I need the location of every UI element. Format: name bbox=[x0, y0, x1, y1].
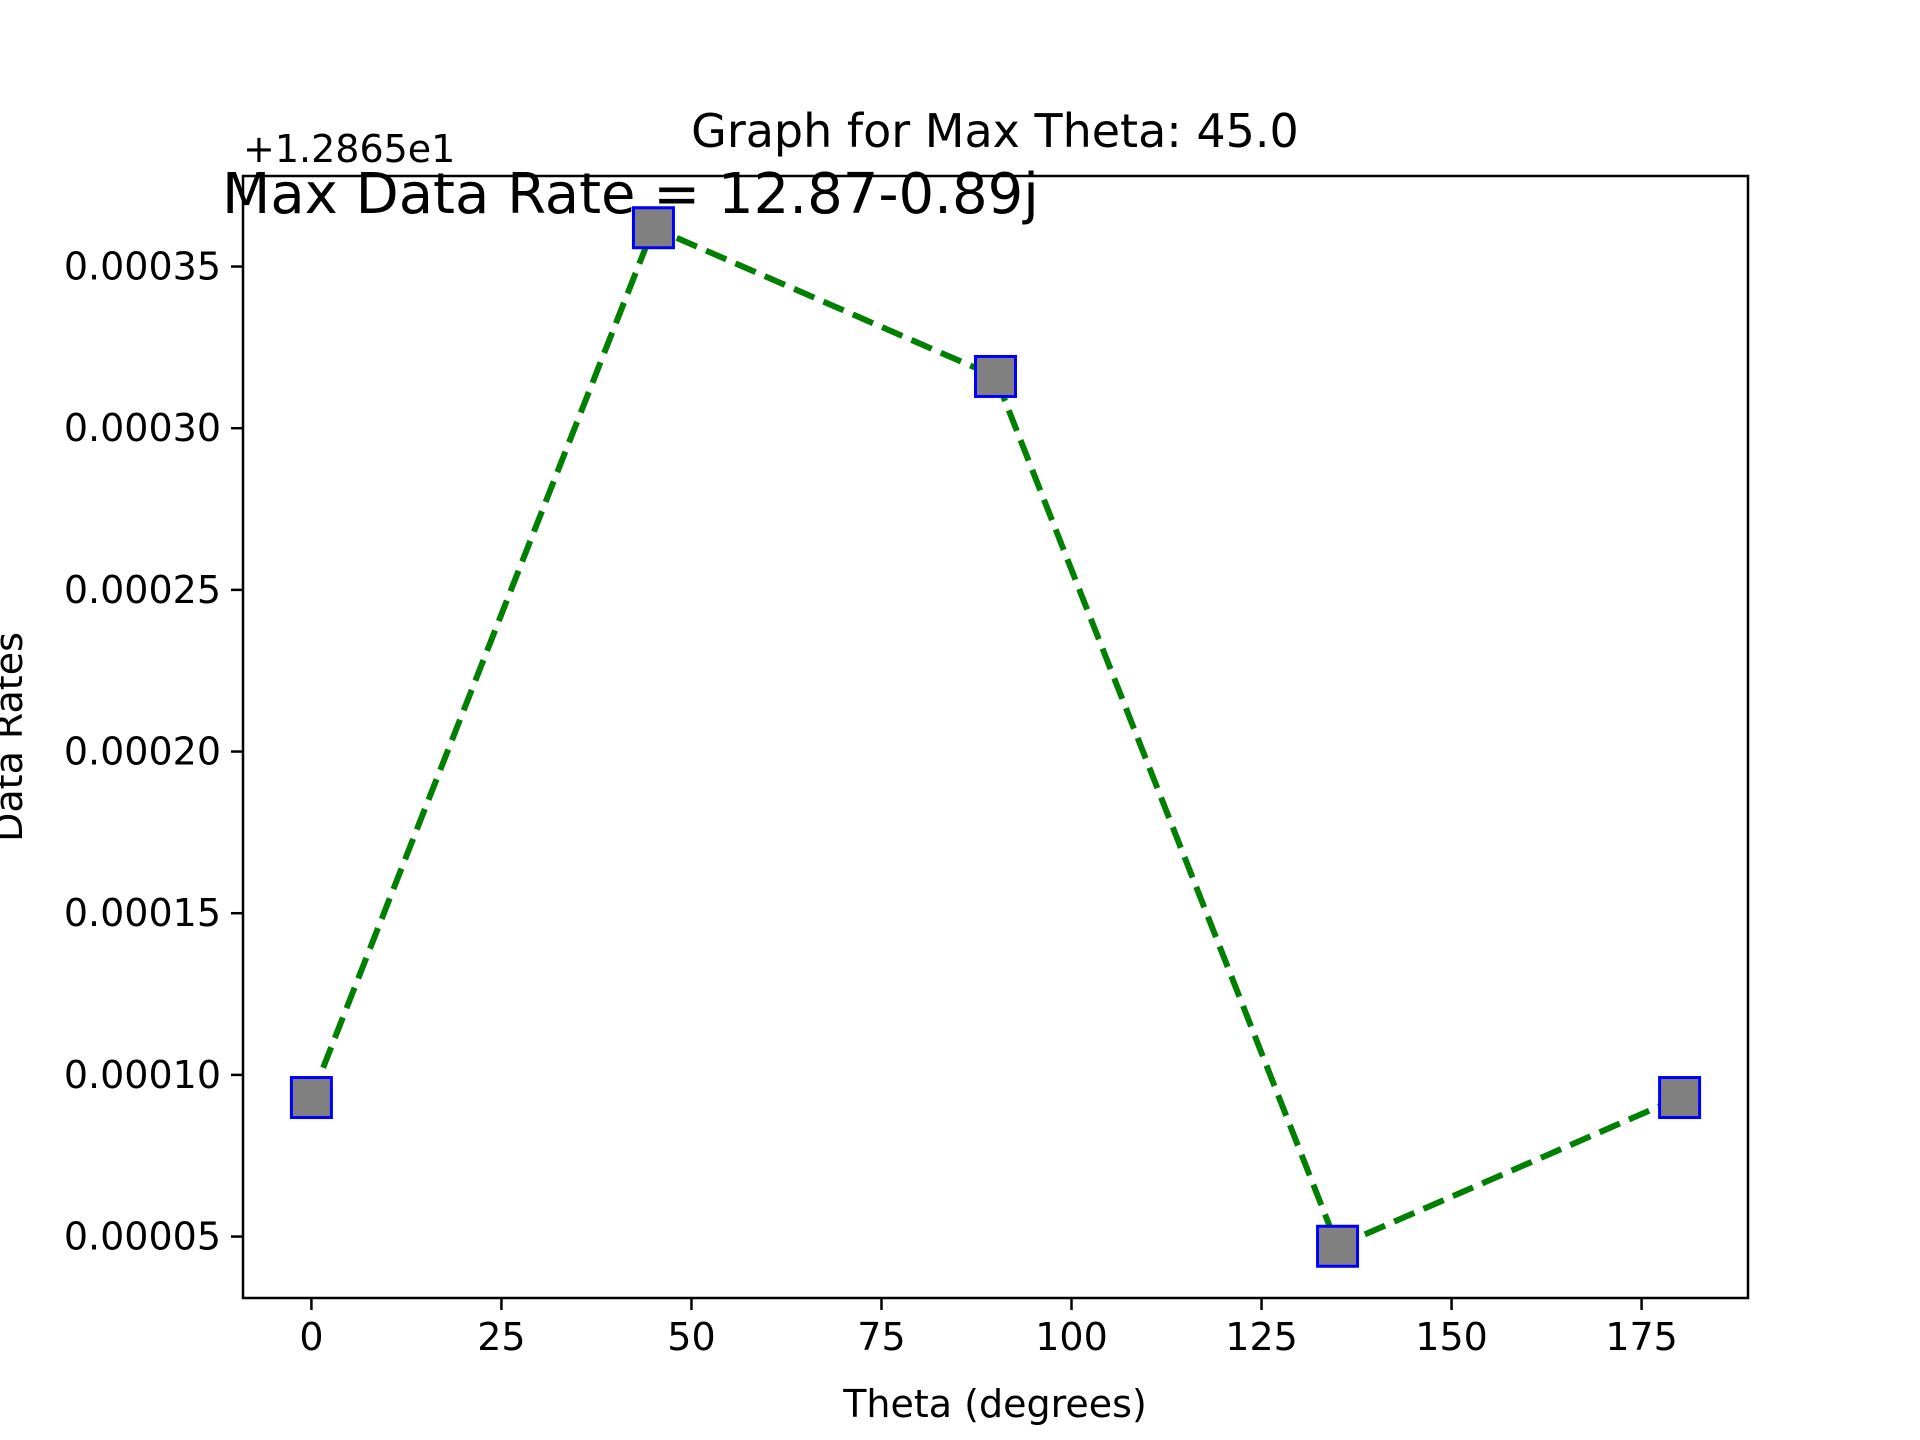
x-tick-label: 125 bbox=[1225, 1315, 1298, 1359]
data-point-marker bbox=[631, 206, 675, 250]
x-tick-label: 175 bbox=[1605, 1315, 1678, 1359]
x-tick-label: 50 bbox=[667, 1315, 715, 1359]
data-point-marker bbox=[1658, 1076, 1702, 1120]
series-line bbox=[308, 224, 1681, 1250]
plot-area bbox=[289, 206, 1702, 1268]
chart-title: Graph for Max Theta: 45.0 bbox=[691, 104, 1299, 158]
x-tick-label: 100 bbox=[1035, 1315, 1108, 1359]
x-tick-label: 25 bbox=[477, 1315, 525, 1359]
y-tick-label: 0.00015 bbox=[64, 891, 221, 935]
max-data-rate-annotation: Max Data Rate = 12.87-0.89j bbox=[222, 162, 1039, 227]
y-tick-label: 0.00035 bbox=[64, 245, 221, 289]
x-tick-label: 0 bbox=[299, 1315, 323, 1359]
axes-frame bbox=[241, 174, 1750, 1300]
y-tick-label: 0.00020 bbox=[64, 730, 221, 774]
y-axis-label: Data Rates bbox=[0, 632, 31, 842]
y-tick-label: 0.00025 bbox=[64, 568, 221, 612]
x-axis-label: Theta (degrees) bbox=[842, 1382, 1147, 1426]
data-point-marker bbox=[1316, 1224, 1360, 1268]
y-tick-label: 0.00010 bbox=[64, 1053, 221, 1097]
data-point-marker bbox=[289, 1076, 333, 1120]
data-point-marker bbox=[974, 354, 1017, 398]
y-tick-label: 0.00005 bbox=[64, 1215, 221, 1259]
y-tick-label: 0.00030 bbox=[64, 406, 221, 450]
y-offset-label: +1.2865e1 bbox=[243, 127, 455, 171]
x-tick-label: 75 bbox=[857, 1315, 905, 1359]
x-tick-label: 150 bbox=[1415, 1315, 1488, 1359]
